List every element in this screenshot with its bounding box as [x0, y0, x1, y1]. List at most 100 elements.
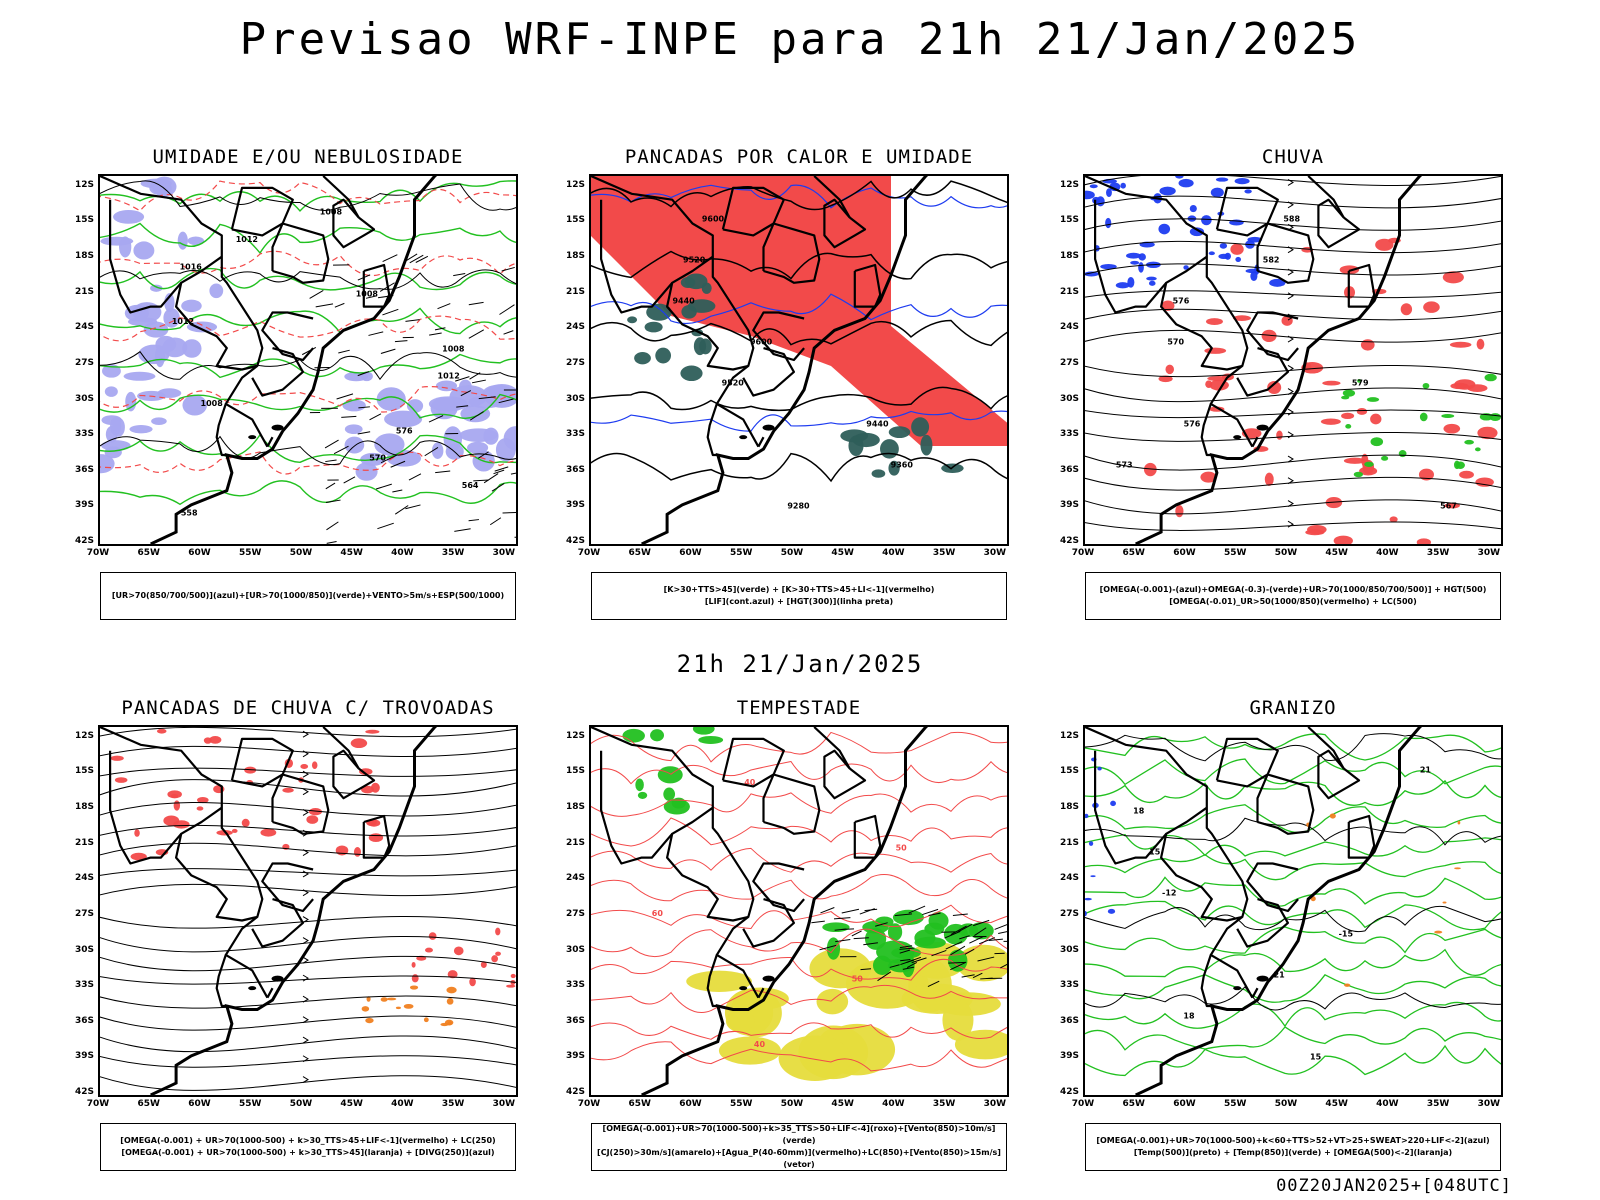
temp850-contour — [1085, 853, 1501, 881]
latitude-axis: 12S 15S 18S 21S 24S 27S 30S 33S 36S 39S 42S — [1049, 174, 1081, 546]
lat-tick-label: 12S — [74, 179, 94, 190]
rain-area — [1444, 502, 1460, 509]
map-canvas: 9600 9520 9440 9600 9520 9440 9360 9280 — [591, 176, 1007, 544]
wind-vector — [380, 454, 397, 464]
wind-vector — [460, 390, 472, 397]
longitude-axis: 70W 65W 60W 55W 50W 45W 40W 35W 30W — [1072, 548, 1503, 562]
streamline — [100, 1075, 516, 1091]
omega-area — [1442, 901, 1447, 904]
lon-tick-label: 50W — [780, 1099, 804, 1109]
contour-label: 570 — [369, 454, 386, 463]
lat-tick-label: 27S — [565, 357, 585, 368]
rain-area — [1443, 423, 1461, 434]
country-border — [1251, 436, 1259, 448]
thunder-area — [134, 829, 140, 837]
country-border — [174, 255, 258, 371]
humidity-area — [123, 371, 156, 381]
lon-tick-label: 35W — [932, 548, 956, 558]
thunder-area — [300, 763, 309, 769]
country-border — [742, 347, 795, 397]
wind-vector — [899, 949, 911, 954]
lon-tick-label: 45W — [831, 1099, 854, 1109]
flow-arrow — [302, 849, 309, 856]
country-border — [1317, 749, 1361, 800]
latitude-axis: 12S 15S 18S 21S 24S 27S 30S 33S 36S 39S 42S — [555, 174, 587, 546]
rain-area — [1353, 471, 1364, 478]
contour-label: 1008 — [320, 208, 343, 217]
country-border — [230, 737, 294, 788]
wind-vector — [333, 445, 349, 455]
lat-tick-label: 12S — [1059, 179, 1079, 190]
lat-tick-label: 12S — [565, 730, 585, 741]
wind-vector — [499, 304, 515, 315]
contour-label: 40 — [744, 778, 756, 787]
lagoon — [271, 975, 284, 982]
hgt-contour — [591, 386, 1007, 412]
pressure-contour — [100, 350, 516, 381]
rain-area — [1305, 529, 1325, 536]
lat-tick-label: 36S — [565, 464, 585, 475]
country-border — [706, 954, 718, 1008]
flow-arrow — [302, 870, 309, 878]
legend-line: [Temp(500)](preto) + [Temp(850)](verde) … — [1133, 1148, 1453, 1157]
water-contour — [591, 792, 1007, 817]
flow-arrow — [302, 974, 309, 982]
country-border — [1307, 176, 1345, 219]
panel-legend: [UR>70(850/700/500)](azul)+[UR>70(1000/8… — [100, 572, 516, 620]
lon-tick-label: 65W — [1122, 1099, 1145, 1109]
temp850-contour — [1085, 758, 1501, 786]
water-contour — [591, 817, 1007, 847]
lat-tick-label: 24S — [565, 873, 585, 884]
lat-tick-label: 27S — [74, 357, 94, 368]
thunder-area — [173, 800, 181, 811]
rain-area — [1165, 364, 1174, 375]
wind-vector — [325, 459, 337, 463]
lat-tick-label: 15S — [1059, 215, 1079, 226]
lat-tick-label: 33S — [565, 429, 585, 440]
wind-area — [692, 727, 715, 735]
country-border — [721, 186, 785, 237]
country-border — [271, 773, 330, 835]
legend-line: [OMEGA(-0.001)-(azul)+OMEGA(-0.3)-(verde… — [1099, 585, 1487, 594]
hgt-contour — [591, 250, 1007, 280]
contour-label: 1008 — [442, 344, 465, 353]
rain-area — [1484, 373, 1497, 382]
country-border — [251, 347, 304, 397]
wind-vector — [906, 962, 918, 968]
lat-tick-label: 33S — [565, 980, 585, 991]
wind-vector — [957, 923, 973, 933]
rain-area — [1454, 460, 1460, 470]
wind-vector — [978, 937, 995, 945]
wind-vector — [889, 964, 900, 968]
wind-vector — [405, 319, 420, 322]
jet-area — [956, 944, 1007, 982]
lat-tick-label: 33S — [1059, 980, 1079, 991]
country-border — [1317, 198, 1361, 249]
rain-area — [1422, 382, 1430, 389]
streamline — [100, 995, 516, 1009]
lon-tick-label: 40W — [882, 548, 905, 558]
flow-arrow — [1287, 335, 1294, 343]
humidity-area — [113, 210, 145, 224]
humidity-area — [468, 395, 504, 409]
panel-trovoadas: PANCADAS DE CHUVA C/ TROVOADAS 12S 15S 18S… — [75, 697, 518, 1177]
country-border — [1200, 403, 1212, 457]
lat-tick-label: 15S — [74, 766, 94, 777]
streamline — [100, 936, 516, 953]
wind-area — [826, 937, 841, 960]
lat-tick-label: 36S — [565, 1015, 585, 1026]
country-border — [591, 727, 760, 999]
thunder-area — [282, 787, 294, 793]
lon-tick-label: 35W — [1426, 1099, 1450, 1109]
humidity-area — [376, 387, 406, 411]
lat-tick-label: 30S — [1059, 393, 1079, 404]
lagoon — [1256, 424, 1269, 431]
wind-vector — [819, 944, 837, 951]
lat-tick-label: 18S — [74, 251, 94, 262]
rain-area — [1364, 461, 1374, 467]
lagoon — [1233, 435, 1242, 440]
lat-tick-label: 42S — [565, 536, 585, 546]
humidity-area — [384, 410, 423, 428]
temp850-contour — [1085, 876, 1501, 907]
wind-vector — [334, 302, 345, 308]
